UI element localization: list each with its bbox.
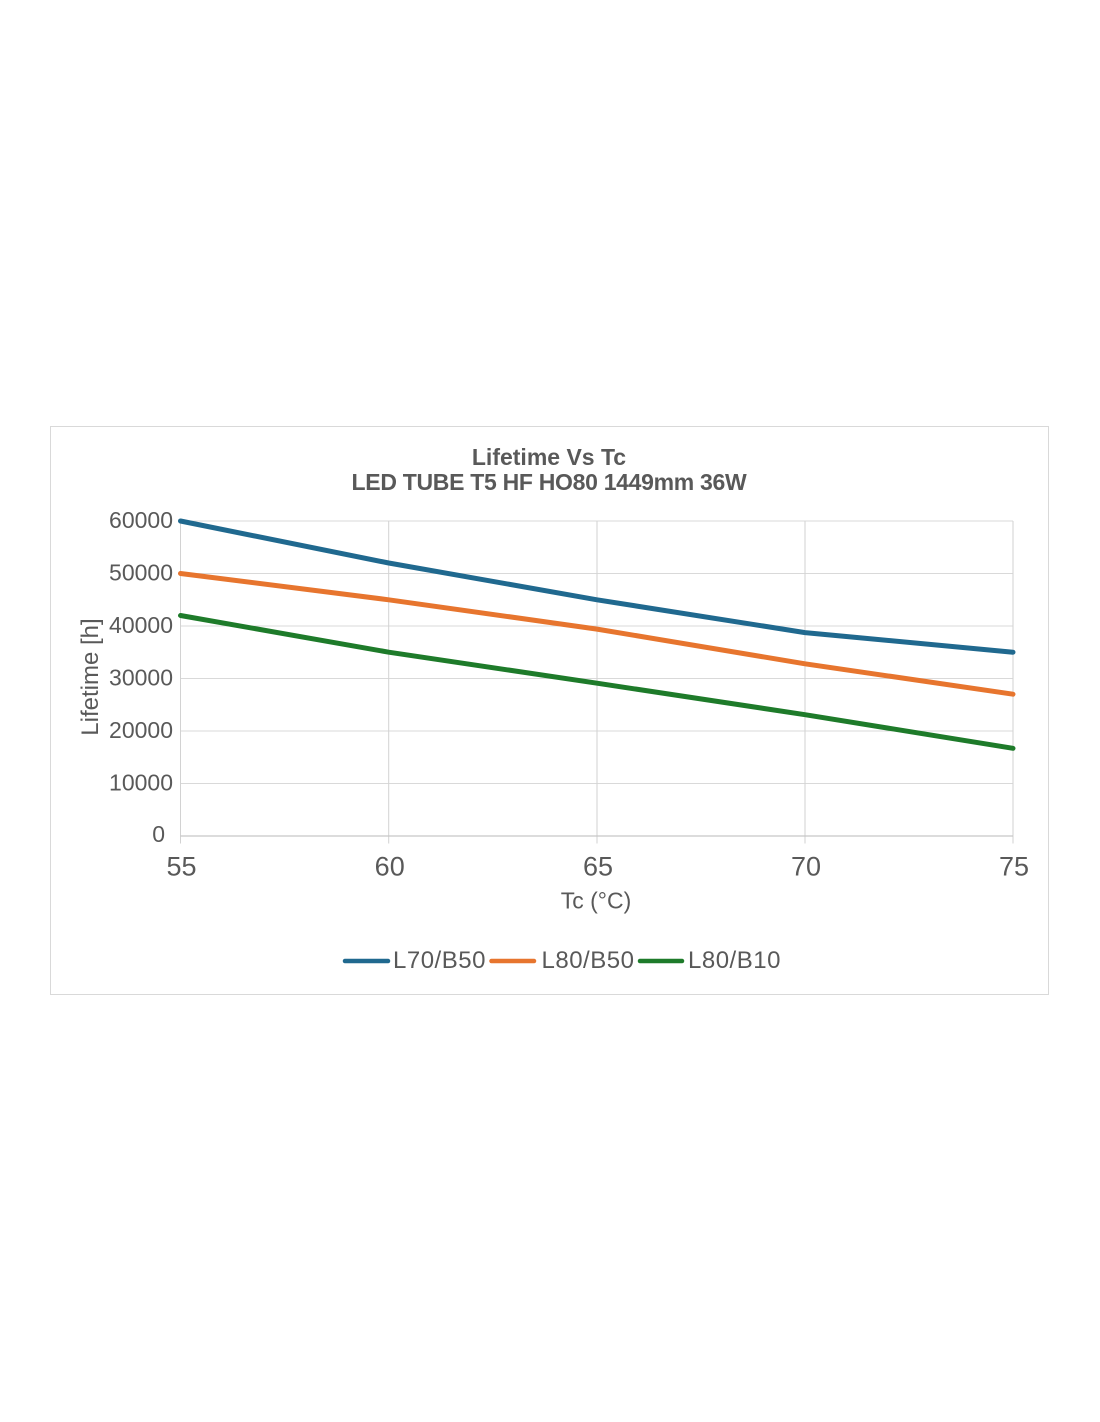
svg-text:Tc (°C): Tc (°C)	[561, 888, 632, 914]
svg-text:0: 0	[152, 821, 165, 847]
svg-text:30000: 30000	[109, 665, 173, 691]
svg-text:20000: 20000	[109, 717, 173, 743]
svg-text:40000: 40000	[109, 612, 173, 638]
svg-text:55: 55	[166, 852, 196, 882]
svg-text:60: 60	[375, 852, 405, 882]
svg-text:60000: 60000	[109, 507, 173, 533]
svg-text:75: 75	[999, 852, 1029, 882]
svg-text:L80/B50: L80/B50	[542, 947, 635, 974]
svg-text:70: 70	[791, 852, 821, 882]
svg-text:50000: 50000	[109, 560, 173, 586]
svg-text:10000: 10000	[109, 770, 173, 796]
svg-text:L80/B10: L80/B10	[688, 947, 781, 974]
svg-text:LED TUBE T5 HF HO80 1449mm 36W: LED TUBE T5 HF HO80 1449mm 36W	[352, 469, 747, 495]
svg-text:Lifetime [h]: Lifetime [h]	[77, 618, 104, 735]
svg-text:L70/B50: L70/B50	[393, 947, 486, 974]
svg-text:65: 65	[583, 852, 613, 882]
svg-text:Lifetime Vs Tc: Lifetime Vs Tc	[472, 444, 626, 470]
